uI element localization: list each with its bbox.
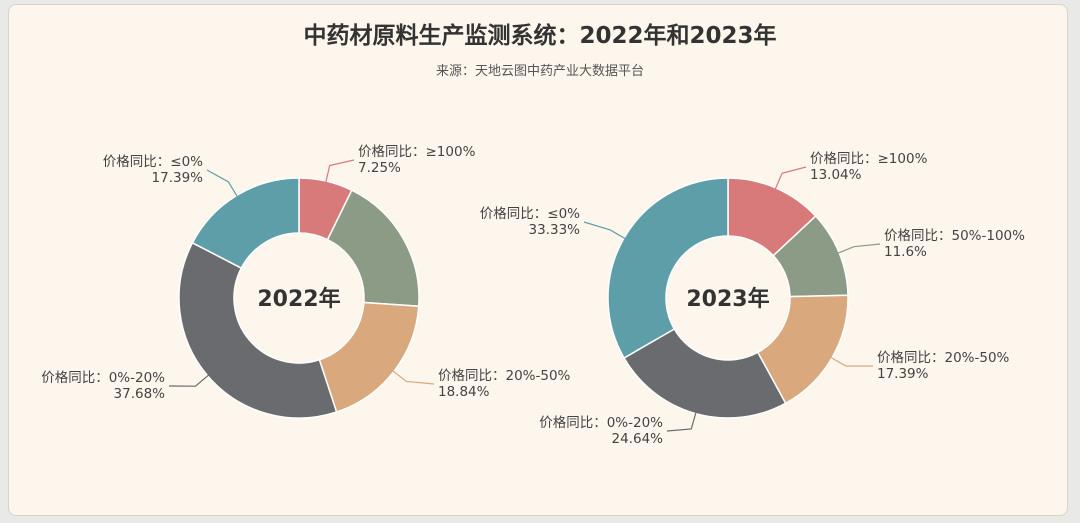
donut-1-slice-r20_50 — [318, 301, 420, 413]
donut-2-leader-le0 — [583, 221, 627, 240]
donut-2-leader-r50_100 — [837, 243, 881, 255]
donut-1-value-r0_20: 37.68% — [114, 386, 166, 402]
donut-2-label-le0: 价格同比：≤0% — [480, 206, 580, 222]
donut-2-value-r0_20: 24.64% — [612, 431, 664, 447]
donut-1-value-ge100: 7.25% — [358, 160, 401, 176]
donut-1-leader-le0 — [206, 169, 239, 198]
donut-2-slice-le0 — [607, 177, 729, 360]
donut-2-slice-r0_20 — [623, 327, 787, 419]
donut-2-leader-r20_50 — [829, 356, 874, 367]
donut-1-leader-r20_50 — [391, 369, 435, 385]
donut-2-value-r50_100: 11.6% — [884, 244, 927, 260]
donut-2-label-r50_100: 价格同比：50%-100% — [884, 228, 1025, 244]
chart-title: 中药材原料生产监测系统：2022年和2023年 — [303, 23, 777, 49]
donut-1-label-ge100: 价格同比：≥100% — [358, 144, 476, 160]
donut-1-label-r0_20: 价格同比：0%-20% — [41, 370, 165, 386]
donut-1-value-r20_50: 18.84% — [438, 384, 490, 400]
donut-1-slice-r0_20 — [178, 241, 338, 419]
donut-2-center-label: 2023年 — [686, 286, 769, 312]
donut-2-value-le0: 33.33% — [529, 222, 581, 238]
donut-1-value-le0: 17.39% — [152, 170, 204, 186]
donut-2-leader-ge100 — [774, 166, 807, 191]
donut-2-label-r0_20: 价格同比：0%-20% — [539, 415, 663, 431]
donut-1-leader-ge100 — [325, 159, 355, 184]
donut-2-label-r20_50: 价格同比：20%-50% — [877, 350, 1010, 366]
donut-1-label-r20_50: 价格同比：20%-50% — [438, 368, 571, 384]
donut-2-leader-r0_20 — [666, 411, 697, 432]
chart-subtitle: 来源：天地云图中药产业大数据平台 — [435, 64, 644, 79]
donut-1-leader-r0_20 — [168, 374, 210, 387]
donut-1-slice-le0 — [191, 177, 300, 270]
donut-2-value-r20_50: 17.39% — [877, 366, 929, 382]
donut-2-label-ge100: 价格同比：≥100% — [810, 151, 928, 167]
donut-1-center-label: 2022年 — [257, 286, 340, 312]
donut-2-value-ge100: 13.04% — [810, 167, 862, 183]
donut-1-label-le0: 价格同比：≤0% — [103, 154, 203, 170]
